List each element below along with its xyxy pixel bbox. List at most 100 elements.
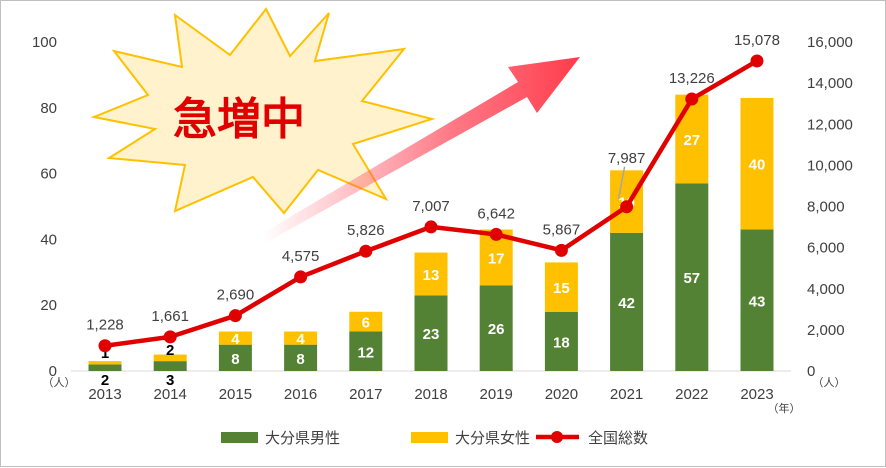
bar-male	[349, 331, 383, 371]
bar-male-label: 8	[296, 351, 304, 368]
left-tick-label: 20	[40, 297, 57, 314]
bar-female-label: 27	[683, 132, 700, 149]
left-tick-label: 100	[32, 34, 57, 51]
right-tick-label: 8,000	[807, 199, 845, 216]
bar-male	[544, 311, 578, 371]
bar-female-label: 4	[231, 331, 240, 348]
bar-female-label: 1	[101, 345, 109, 362]
bar-female	[740, 97, 774, 230]
bar-female	[544, 262, 578, 312]
total-point-label: 1,661	[151, 308, 189, 325]
legend-male-swatch	[221, 432, 258, 443]
bar-male-label: 3	[166, 372, 174, 389]
total-point	[98, 339, 112, 353]
x-tick-label: 2019	[480, 386, 513, 403]
total-point-label: 7,987	[608, 150, 646, 167]
annotation-text: 急増中	[173, 94, 305, 145]
left-tick-label: 60	[40, 166, 57, 183]
bar-female	[153, 354, 187, 362]
total-point-label: 6,642	[477, 205, 515, 222]
total-point-label: 1,228	[86, 317, 124, 334]
bar-male-label: 26	[488, 321, 505, 338]
total-point	[424, 220, 438, 234]
x-tick-label: 2013	[88, 386, 121, 403]
total-point	[359, 244, 373, 258]
right-tick-label: 10,000	[807, 157, 853, 174]
bar-male	[610, 232, 644, 371]
bar-male	[414, 295, 448, 371]
right-tick-label: 0	[807, 363, 815, 380]
label-leader-line	[617, 166, 626, 199]
legend-male-label: 大分県男性	[265, 430, 340, 447]
bar-male-label: 12	[357, 344, 374, 361]
bar-female	[675, 94, 709, 184]
total-point	[750, 54, 764, 68]
x-tick-label: 2015	[219, 386, 252, 403]
axes: 0 20 40 60 80 100 0 2,000 4,000 6,000 8,000 10,000 1…	[32, 34, 853, 415]
bar-male-label: 8	[231, 351, 239, 368]
bar-female-label: 4	[296, 331, 305, 348]
left-tick-label: 40	[40, 231, 57, 248]
bar-male	[740, 229, 774, 371]
right-tick-label: 4,000	[807, 281, 845, 298]
right-tick-label: 14,000	[807, 75, 853, 92]
bar-male	[675, 183, 709, 371]
total-point	[620, 200, 634, 214]
arrow-shape	[263, 57, 580, 242]
bar-female-label: 6	[362, 315, 370, 332]
x-tick-label: 2014	[154, 386, 187, 403]
bar-female-label: 40	[749, 157, 766, 174]
burst-annotation: 急増中	[90, 7, 436, 215]
total-point-label: 15,078	[734, 32, 780, 49]
legend-female-label: 大分県女性	[455, 429, 530, 447]
total-point	[554, 243, 568, 257]
right-axis-unit: （人）	[813, 376, 846, 389]
total-point-label: 5,867	[543, 221, 581, 238]
right-tick-label: 16,000	[807, 34, 853, 51]
total-point-label: 13,226	[669, 70, 715, 87]
total-point	[489, 227, 503, 241]
bar-male	[284, 344, 318, 371]
x-tick-label: 2022	[675, 386, 708, 403]
total-point	[294, 270, 308, 284]
bar-female	[88, 361, 122, 365]
right-tick-label: 12,000	[807, 116, 853, 133]
starburst-shape	[90, 7, 436, 215]
total-point	[228, 309, 242, 323]
x-axis-unit: （年）	[768, 401, 801, 415]
total-point-label: 2,690	[217, 287, 255, 304]
bar-male-label: 18	[553, 334, 570, 351]
left-tick-label: 0	[49, 363, 57, 380]
total-point-label: 7,007	[412, 198, 450, 215]
bar-female-label: 15	[553, 280, 570, 297]
x-tick-label: 2018	[414, 386, 447, 403]
bar-male-label: 43	[749, 293, 766, 310]
bar-male	[218, 344, 252, 371]
total-point	[163, 330, 177, 344]
bar-female	[284, 331, 318, 345]
x-tick-label: 2020	[545, 386, 578, 403]
left-tick-label: 80	[40, 100, 57, 117]
x-tick-label: 2017	[349, 386, 382, 403]
legend-total-swatch-marker	[551, 431, 563, 443]
rising-arrow	[263, 57, 580, 242]
x-tick-label: 2023	[740, 386, 773, 403]
bar-male-label: 23	[423, 326, 440, 343]
bar-female-label: 17	[488, 250, 505, 267]
total-point-label: 5,826	[347, 222, 385, 239]
total-point-label: 4,575	[282, 248, 320, 265]
bar-female	[349, 311, 383, 332]
bar-male-label: 57	[683, 270, 700, 287]
total-point	[685, 92, 699, 106]
bar-male-label: 2	[101, 372, 109, 389]
bar-female-label: 13	[423, 267, 440, 284]
bar-female	[414, 252, 448, 296]
legend: 大分県男性 大分県女性 全国総数	[221, 429, 648, 447]
right-tick-label: 6,000	[807, 240, 845, 257]
right-tick-label: 2,000	[807, 322, 845, 339]
left-axis-unit: （人）	[43, 376, 76, 389]
bar-male	[153, 361, 187, 371]
bar-female-label: 2	[166, 342, 174, 359]
